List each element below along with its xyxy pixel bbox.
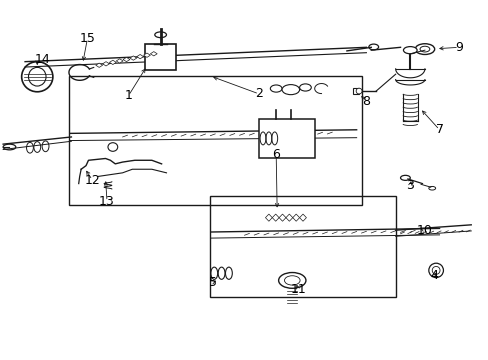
Text: 7: 7 xyxy=(435,123,443,136)
Bar xyxy=(259,119,315,158)
Bar xyxy=(144,44,176,69)
Ellipse shape xyxy=(419,46,429,52)
Text: 11: 11 xyxy=(290,283,305,296)
Text: 13: 13 xyxy=(99,195,115,208)
Ellipse shape xyxy=(414,44,434,54)
Bar xyxy=(69,76,361,205)
Text: 3: 3 xyxy=(406,179,413,192)
Polygon shape xyxy=(96,63,102,67)
Text: 15: 15 xyxy=(80,32,95,45)
Ellipse shape xyxy=(299,84,311,91)
Polygon shape xyxy=(102,62,109,66)
Ellipse shape xyxy=(403,46,416,54)
Text: 12: 12 xyxy=(84,174,100,186)
Polygon shape xyxy=(272,214,279,221)
Text: 5: 5 xyxy=(208,276,216,289)
Polygon shape xyxy=(123,57,130,62)
Text: 2: 2 xyxy=(255,87,263,100)
Ellipse shape xyxy=(355,88,361,94)
Polygon shape xyxy=(279,214,285,221)
Polygon shape xyxy=(150,51,157,56)
Ellipse shape xyxy=(284,276,300,285)
Ellipse shape xyxy=(282,85,299,95)
Polygon shape xyxy=(285,214,292,221)
Text: 8: 8 xyxy=(362,95,369,108)
Bar xyxy=(352,88,358,94)
Polygon shape xyxy=(109,60,116,64)
Text: 4: 4 xyxy=(430,269,438,282)
Text: 6: 6 xyxy=(272,148,280,161)
Bar xyxy=(210,196,395,297)
Polygon shape xyxy=(292,214,299,221)
Text: 14: 14 xyxy=(34,53,50,66)
Ellipse shape xyxy=(428,263,443,278)
Ellipse shape xyxy=(278,273,305,288)
Polygon shape xyxy=(265,214,272,221)
Ellipse shape xyxy=(21,62,53,92)
Ellipse shape xyxy=(28,67,46,86)
Text: 1: 1 xyxy=(124,89,132,102)
Text: 9: 9 xyxy=(454,41,462,54)
Polygon shape xyxy=(143,53,150,57)
Polygon shape xyxy=(116,59,123,63)
Text: 10: 10 xyxy=(416,224,432,237)
Ellipse shape xyxy=(270,85,282,92)
Polygon shape xyxy=(137,54,143,59)
Ellipse shape xyxy=(108,143,118,151)
Ellipse shape xyxy=(431,266,439,274)
Polygon shape xyxy=(130,56,137,60)
Polygon shape xyxy=(299,214,306,221)
